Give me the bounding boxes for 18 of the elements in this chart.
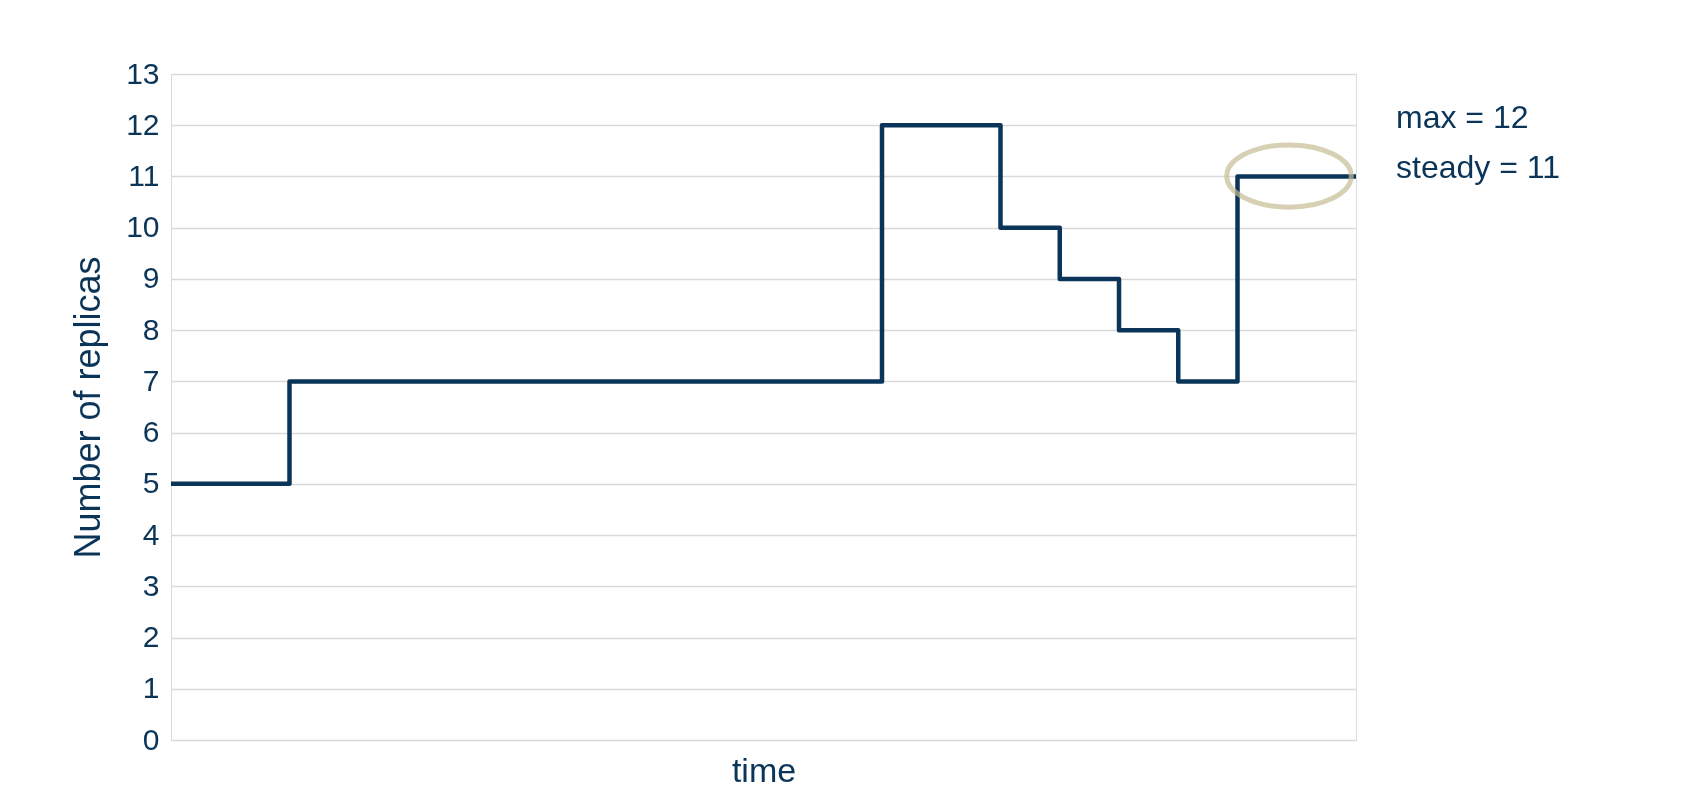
y-axis-title: Number of replicas [67,256,109,559]
x-axis-title: time [731,750,797,789]
y-tick-label: 13 [126,56,160,90]
y-tick-label: 7 [142,363,160,397]
text: max = 12 [1396,99,1529,135]
y-tick-label: 8 [142,312,160,346]
y-tick-label: 6 [142,415,160,449]
y-tick-label: 1 [142,671,160,705]
y-tick-label: 3 [142,568,160,602]
y-tick-label: 2 [142,620,160,654]
y-tick-label: 10 [126,210,160,244]
y-tick-label: 5 [142,466,160,500]
text: steady = 11 [1396,149,1560,185]
y-tick-label: 4 [142,517,160,551]
y-tick-label: 0 [142,722,160,756]
y-tick-label: 9 [142,261,160,295]
y-tick-label: 11 [128,158,160,192]
y-tick-label: 12 [126,107,160,141]
